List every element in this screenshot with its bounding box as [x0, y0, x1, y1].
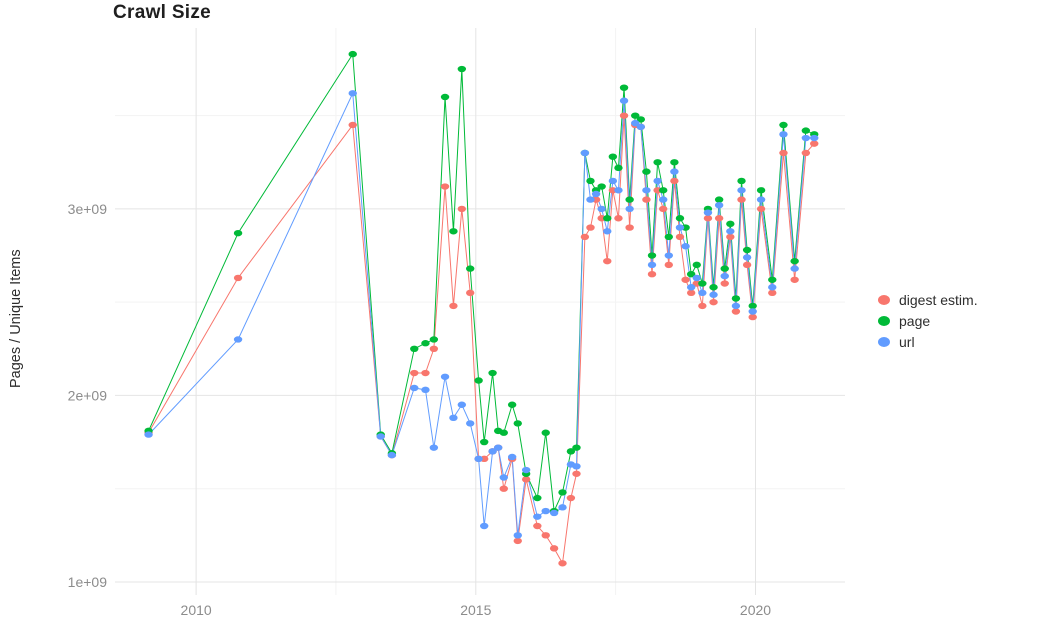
url-dot-icon	[878, 336, 890, 347]
svg-text:2020: 2020	[740, 602, 771, 618]
page-dot-icon	[878, 315, 890, 326]
chart-title: Crawl Size	[113, 2, 212, 23]
legend-item-digest-estim: digest estim.	[878, 289, 978, 310]
svg-text:2010: 2010	[181, 602, 212, 618]
legend: digest estim. page url	[878, 289, 978, 352]
legend-label-digest-estim: digest estim.	[899, 291, 978, 308]
legend-item-url: url	[878, 331, 978, 352]
svg-text:2e+09: 2e+09	[68, 387, 108, 403]
legend-item-page: page	[878, 310, 978, 331]
legend-label-page: page	[899, 312, 931, 329]
svg-text:3e+09: 3e+09	[68, 201, 108, 217]
digest-estim-dot-icon	[878, 294, 890, 305]
legend-label-url: url	[899, 333, 915, 350]
svg-text:1e+09: 1e+09	[68, 574, 108, 590]
svg-text:2015: 2015	[460, 602, 491, 618]
